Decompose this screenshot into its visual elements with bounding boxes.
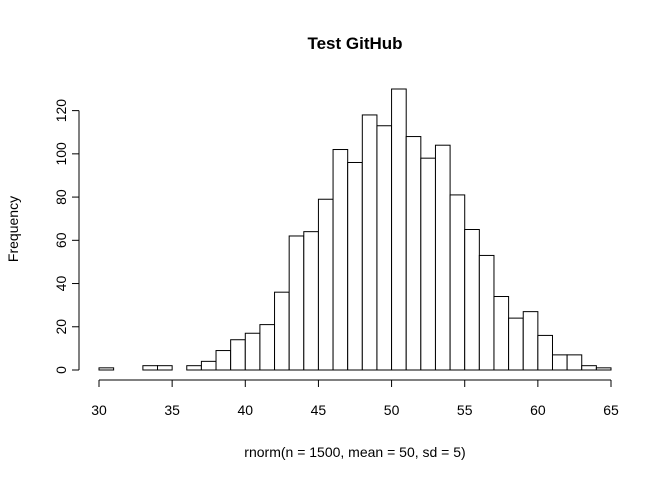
histogram-bar bbox=[551, 354, 568, 371]
histogram-bar bbox=[493, 296, 510, 371]
histogram-bar bbox=[376, 125, 393, 371]
histogram-bar bbox=[391, 88, 407, 371]
histogram-bar bbox=[420, 157, 436, 371]
histogram-bar bbox=[317, 198, 334, 371]
histogram-bar bbox=[581, 365, 597, 371]
histogram-bar bbox=[478, 254, 495, 371]
y-tick-label: 100 bbox=[53, 142, 69, 166]
histogram-bar bbox=[98, 367, 115, 371]
chart-title: Test GitHub bbox=[307, 34, 402, 53]
y-axis-label: Frequency bbox=[5, 196, 21, 262]
histogram-bar bbox=[215, 350, 232, 371]
histogram-bar bbox=[274, 291, 290, 371]
histogram-bar bbox=[244, 332, 261, 371]
y-tick-label: 20 bbox=[53, 319, 69, 335]
x-tick-label: 50 bbox=[384, 402, 400, 418]
histogram-bar bbox=[566, 354, 583, 371]
histogram-bar bbox=[157, 365, 173, 371]
y-tick-label: 0 bbox=[53, 366, 69, 374]
y-tick-label: 80 bbox=[53, 189, 69, 205]
x-tick-label: 40 bbox=[237, 402, 253, 418]
x-tick-label: 55 bbox=[457, 402, 473, 418]
histogram-bar bbox=[595, 367, 612, 371]
y-tick-label: 60 bbox=[53, 232, 69, 248]
x-tick-label: 60 bbox=[530, 402, 546, 418]
x-tick-label: 30 bbox=[91, 402, 107, 418]
histogram-bar bbox=[142, 365, 159, 371]
histogram-bar bbox=[288, 235, 305, 371]
histogram-bar bbox=[186, 365, 202, 371]
histogram-bar bbox=[405, 136, 422, 371]
histogram-bar bbox=[361, 114, 378, 371]
x-axis: 30 35 40 45 50 55 60 65 bbox=[91, 379, 619, 418]
histogram-bar bbox=[464, 229, 480, 371]
bars-group bbox=[98, 88, 612, 371]
histogram-bar bbox=[537, 334, 553, 371]
histogram-bar bbox=[200, 360, 217, 371]
histogram-bar bbox=[449, 194, 466, 371]
histogram-bar bbox=[434, 144, 451, 371]
y-tick-label: 120 bbox=[53, 99, 69, 123]
histogram-bar bbox=[303, 231, 319, 371]
y-axis: 0 20 40 60 80 100 120 bbox=[53, 99, 80, 374]
histogram-bar bbox=[332, 149, 349, 371]
histogram-bar bbox=[508, 317, 524, 371]
x-tick-label: 65 bbox=[603, 402, 619, 418]
histogram-bar bbox=[230, 339, 246, 371]
x-tick-label: 35 bbox=[164, 402, 180, 418]
histogram-bar bbox=[347, 161, 363, 371]
x-tick-label: 45 bbox=[311, 402, 327, 418]
y-tick-label: 40 bbox=[53, 276, 69, 292]
histogram-bar bbox=[259, 324, 276, 371]
histogram-bar bbox=[522, 311, 539, 371]
x-axis-label: rnorm(n = 1500, mean = 50, sd = 5) bbox=[244, 444, 465, 460]
